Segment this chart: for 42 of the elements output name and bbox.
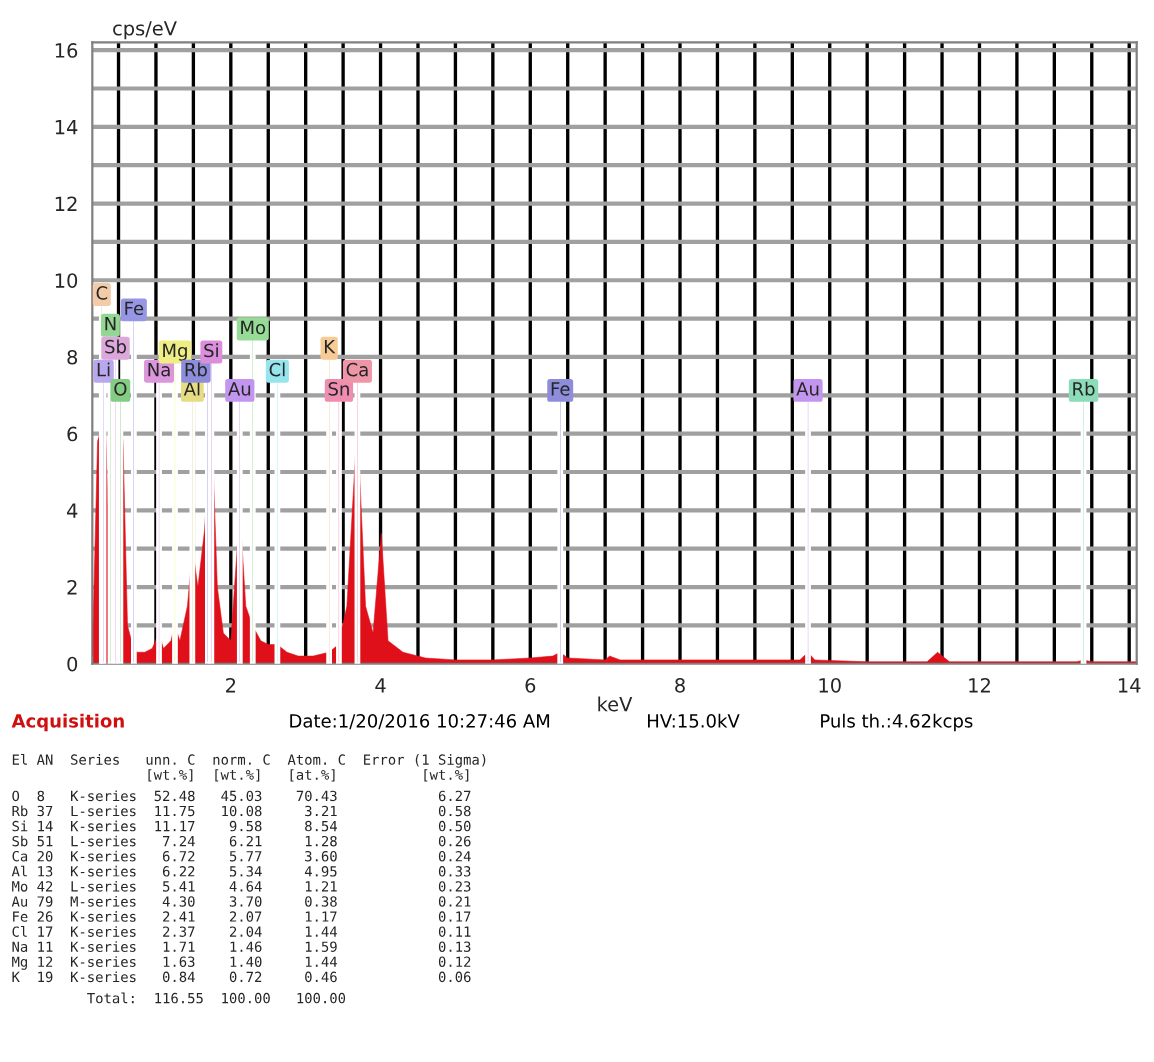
y-tick-label: 14 [55, 120, 78, 135]
data-label: O [114, 381, 127, 396]
y-tick-label: 2 [67, 580, 77, 595]
y-axis-title: cps/eV [113, 21, 177, 40]
y-tick-label: 16 [55, 43, 78, 58]
text: Puls th.:4.62kcps [821, 713, 973, 732]
x-tick-label: 6 [525, 677, 536, 693]
text: HV:15.0kV [648, 713, 740, 728]
y-tick-label: 8 [67, 349, 78, 365]
data-label: Rb [1073, 381, 1095, 396]
data-label: Au [228, 382, 251, 396]
x-axis-title: keV [598, 696, 633, 712]
data-label: Sb [105, 339, 126, 354]
data-label: Rb [185, 362, 207, 377]
data-label: Si [204, 343, 218, 358]
data-label: N [105, 317, 116, 331]
x-tick-label: 12 [969, 677, 990, 693]
y-tick-label: 4 [67, 503, 78, 518]
data-label: K [324, 340, 336, 354]
text: Date:1/20/2016 10:27:46 AM [290, 714, 550, 730]
x-tick-label: 4 [375, 678, 386, 693]
x-tick-label: 8 [675, 677, 685, 693]
data-label: C [96, 286, 108, 300]
data-label: Sn [328, 381, 349, 396]
y-tick-label: 0 [67, 656, 78, 672]
data-label: Ca [346, 362, 368, 377]
data-label: Fe [551, 382, 570, 396]
y-tick-label: 6 [67, 426, 78, 442]
y-tick-label: 12 [55, 196, 77, 211]
x-tick-label: 10 [819, 677, 841, 693]
x-tick-label: 14 [1118, 678, 1141, 693]
text: Acquisition [11, 713, 124, 732]
data-label: Al [183, 381, 200, 396]
x-tick-label: 2 [226, 677, 236, 693]
data-label: Mg [163, 343, 187, 361]
data-label: Li [97, 362, 110, 377]
data-label: Fe [125, 301, 144, 316]
data-label: Au [796, 382, 819, 396]
y-tick-label: 10 [55, 273, 78, 288]
data-label: Mo [241, 320, 266, 335]
data-label: Na [148, 363, 170, 377]
data-label: Cl [269, 362, 285, 377]
